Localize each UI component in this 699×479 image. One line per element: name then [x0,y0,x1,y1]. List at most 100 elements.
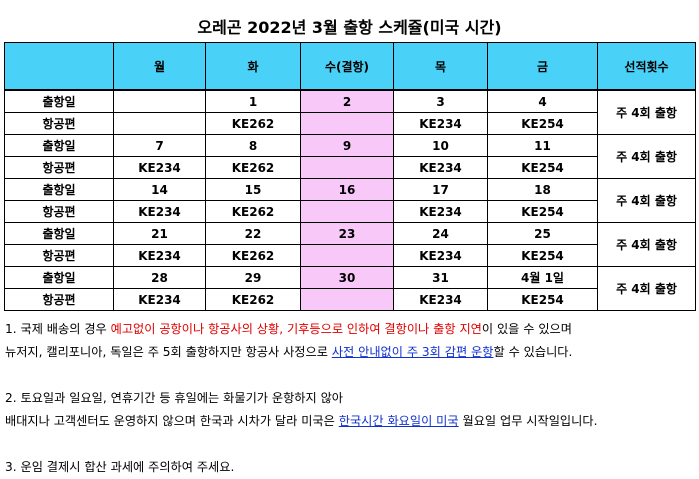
table-row: 항공편 KE234 KE262 KE234 KE254 [4,200,696,223]
flight-cell: KE234 [113,244,206,267]
table-row: 출항일 7 8 9 10 11 주 4회 출항 [4,134,696,179]
flight-label: 항공편 [4,112,114,135]
note-text: 2. 토요일과 일요일, 연휴기간 등 휴일에는 화물기가 운항하지 않아 [5,391,344,405]
date-cell: 10 [393,134,488,157]
note-2-line-2: 배대지나 고객센터도 운영하지 않으며 한국과 시차가 달라 미국은 한국시간 … [5,410,697,433]
date-cell: 4월 1일 [487,266,598,289]
date-cell: 7 [113,134,206,157]
sail-label: 출항일 [4,266,114,289]
flight-cell-wednesday [300,244,394,267]
table-row: 항공편 KE262 KE234 KE254 [4,112,696,135]
flight-cell-wednesday [300,200,394,223]
table-row: 출항일 14 15 16 17 18 주 4회 출항 [4,178,696,223]
table-row: 항공편 KE234 KE262 KE234 KE254 [4,156,696,179]
date-cell: 22 [205,222,301,245]
flight-cell-wednesday [300,156,394,179]
frequency-cell: 주 4회 출항 [597,89,696,135]
flight-cell: KE262 [205,112,301,135]
date-cell: 18 [487,178,598,201]
flight-cell: KE234 [393,288,488,311]
date-cell: 15 [205,178,301,201]
flight-label: 항공편 [4,288,114,311]
flight-cell: KE254 [487,112,598,135]
note-text: 뉴저지, 캘리포니아, 독일은 주 5회 출항하지만 항공사 사정으로 [5,345,332,359]
flight-cell: KE262 [205,156,301,179]
date-cell: 29 [205,266,301,289]
date-cell-wednesday: 23 [300,222,394,245]
flight-cell: KE262 [205,244,301,267]
header-wednesday: 수(결항) [300,42,394,91]
note-highlight-red: 예고없이 공항이나 항공사의 상황, 기후등으로 인하여 결항이나 출항 지연 [110,322,482,336]
header-row: 월 화 수(결항) 목 금 선적횟수 [4,42,696,91]
flight-cell: KE262 [205,288,301,311]
date-cell: 24 [393,222,488,245]
header-blank [4,42,114,91]
flight-cell: KE254 [487,288,598,311]
flight-cell: KE234 [113,200,206,223]
sail-label: 출항일 [4,222,114,245]
date-cell [113,89,206,113]
table-row: 출항일 21 22 23 24 25 주 4회 출항 [4,222,696,267]
frequency-cell: 주 4회 출항 [597,134,696,179]
page-title: 오레곤 2022년 3월 출항 스케쥴(미국 시간) [197,18,502,37]
header-thursday: 목 [393,42,488,91]
flight-cell: KE234 [393,200,488,223]
date-cell-wednesday: 9 [300,134,394,157]
flight-label: 항공편 [4,200,114,223]
date-cell: 17 [393,178,488,201]
flight-cell: KE254 [487,156,598,179]
flight-cell: KE234 [393,156,488,179]
flight-cell: KE254 [487,244,598,267]
flight-cell: KE234 [113,156,206,179]
date-cell: 4 [487,89,598,113]
note-text: 이 있을 수 있으며 [481,322,572,336]
note-text: 배대지나 고객센터도 운영하지 않으며 한국과 시차가 달라 미국은 [5,414,339,428]
table-row: 출항일 1 2 3 4 주 4회 출항 [4,89,696,135]
schedule-table: 월 화 수(결항) 목 금 선적횟수 출항일 1 2 3 4 주 4회 출항 항… [4,42,696,311]
header-tuesday: 화 [205,42,301,91]
frequency-cell: 주 4회 출항 [597,178,696,223]
date-cell: 21 [113,222,206,245]
flight-cell [113,112,206,135]
note-text: 월요일 업무 시작일입니다. [458,414,598,428]
table-row: 출항일 28 29 30 31 4월 1일 주 4회 출항 [4,266,696,311]
note-1-line-1: 1. 국제 배송의 경우 예고없이 공항이나 항공사의 상황, 기후등으로 인하… [5,318,697,341]
flight-cell: KE234 [113,288,206,311]
table-row: 항공편 KE234 KE262 KE234 KE254 [4,288,696,311]
note-text: 3. 운임 결제시 합산 과세에 주의하여 주세요. [5,460,235,474]
header-monday: 월 [113,42,206,91]
flight-cell: KE234 [393,244,488,267]
flight-cell: KE234 [393,112,488,135]
sail-label: 출항일 [4,89,114,113]
note-3: 3. 운임 결제시 합산 과세에 주의하여 주세요. [5,456,697,479]
note-text: 1. 국제 배송의 경우 [5,322,111,336]
date-cell: 25 [487,222,598,245]
date-cell-wednesday: 2 [300,89,394,113]
date-cell: 14 [113,178,206,201]
flight-label: 항공편 [4,156,114,179]
note-2-line-1: 2. 토요일과 일요일, 연휴기간 등 휴일에는 화물기가 운항하지 않아 [5,387,697,410]
date-cell: 3 [393,89,488,113]
flight-label: 항공편 [4,244,114,267]
frequency-cell: 주 4회 출항 [597,266,696,311]
date-cell-wednesday: 16 [300,178,394,201]
date-cell: 28 [113,266,206,289]
header-frequency: 선적횟수 [597,42,696,91]
flight-cell: KE262 [205,200,301,223]
frequency-cell: 주 4회 출항 [597,222,696,267]
sail-label: 출항일 [4,134,114,157]
date-cell: 8 [205,134,301,157]
note-highlight-blue: 한국시간 화요일이 미국 [338,414,459,428]
table-row: 항공편 KE234 KE262 KE234 KE254 [4,244,696,267]
date-cell: 31 [393,266,488,289]
sail-label: 출항일 [4,178,114,201]
date-cell: 1 [205,89,301,113]
note-1-line-2: 뉴저지, 캘리포니아, 독일은 주 5회 출항하지만 항공사 사정으로 사전 안… [5,341,697,364]
notes-section: 1. 국제 배송의 경우 예고없이 공항이나 항공사의 상황, 기후등으로 인하… [5,318,697,479]
flight-cell: KE254 [487,200,598,223]
date-cell: 11 [487,134,598,157]
flight-cell-wednesday [300,288,394,311]
date-cell-wednesday: 30 [300,266,394,289]
note-highlight-blue: 사전 안내없이 주 3회 감편 운항 [331,345,494,359]
note-text: 할 수 있습니다. [493,345,573,359]
